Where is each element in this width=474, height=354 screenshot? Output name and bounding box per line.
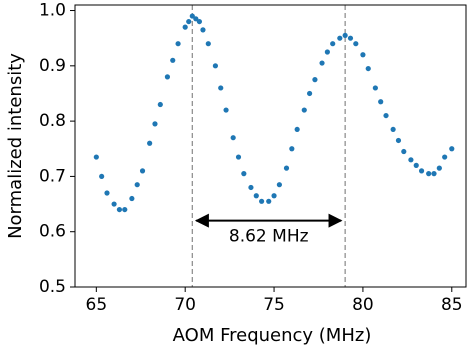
point [378, 99, 384, 105]
point [139, 168, 146, 174]
point [294, 126, 300, 133]
point [283, 165, 290, 171]
y-tick-label: 0.9 [39, 56, 66, 76]
point [134, 182, 140, 188]
point [218, 85, 224, 91]
point [401, 148, 407, 155]
point [324, 49, 330, 55]
point [152, 121, 158, 127]
point [259, 198, 265, 204]
point [342, 32, 348, 39]
point [436, 165, 442, 171]
point [431, 171, 437, 177]
point [312, 77, 318, 83]
point [189, 13, 195, 19]
point [147, 140, 153, 146]
point [235, 154, 242, 160]
point [442, 154, 448, 160]
point [383, 112, 389, 119]
y-axis-label: Normalized intensity [5, 53, 26, 239]
y-tick-label: 1.0 [39, 1, 66, 21]
point [212, 63, 219, 69]
point [248, 184, 254, 191]
point [170, 57, 176, 63]
point [360, 52, 366, 58]
point [129, 195, 135, 202]
y-tick-label: 0.8 [39, 111, 66, 131]
point [111, 201, 117, 207]
x-tick-label: 70 [174, 295, 196, 315]
point [122, 206, 128, 213]
point [347, 35, 354, 41]
point [99, 173, 105, 180]
point [413, 162, 419, 168]
point [390, 126, 396, 133]
point [241, 171, 247, 177]
x-tick-label: 85 [441, 295, 463, 315]
point [330, 41, 336, 47]
point [205, 41, 211, 47]
point [116, 206, 123, 213]
point [337, 35, 343, 41]
point [319, 60, 325, 66]
point [182, 24, 188, 30]
point [93, 154, 99, 160]
y-tick-label: 0.7 [39, 166, 66, 186]
annotation-bg [218, 224, 319, 249]
point [193, 16, 199, 22]
point [408, 157, 414, 163]
y-tick-label: 0.6 [39, 222, 66, 242]
point [266, 198, 272, 204]
point [449, 146, 455, 152]
x-tick-label: 65 [86, 295, 108, 315]
point [395, 137, 402, 144]
point [372, 85, 378, 91]
point [426, 171, 432, 177]
plot-frame [74, 4, 467, 288]
point [196, 18, 203, 25]
point [301, 107, 307, 113]
y-tick-label: 0.5 [39, 277, 66, 297]
x-tick-label: 75 [263, 295, 285, 315]
point [307, 90, 313, 97]
point [164, 74, 171, 80]
point [253, 193, 259, 199]
point [418, 168, 425, 174]
point [230, 135, 236, 141]
point [157, 101, 163, 108]
point [186, 18, 192, 25]
point [104, 190, 110, 196]
x-axis-label: AOM Frequency (MHz) [173, 325, 372, 346]
annotation: 8.62 MHz [229, 227, 309, 247]
point [200, 27, 206, 33]
x-tick-label: 80 [352, 295, 374, 315]
point [175, 41, 181, 47]
point [223, 107, 229, 113]
point [271, 193, 277, 199]
point [289, 146, 295, 152]
point [276, 182, 282, 188]
point [353, 41, 359, 47]
point [365, 65, 371, 72]
